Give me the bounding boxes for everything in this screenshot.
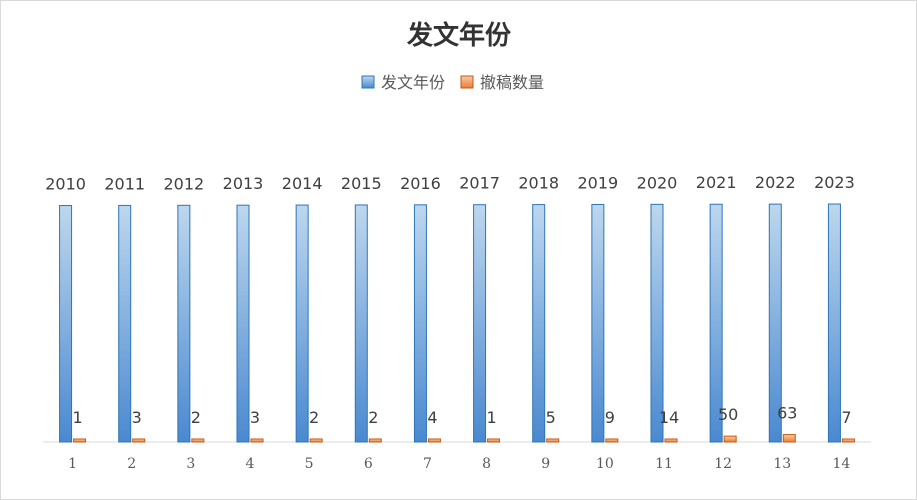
data-label-series-2-7: 4 <box>427 408 437 427</box>
bar-series-1-2 <box>118 204 132 443</box>
bar-series-2-11 <box>664 438 678 443</box>
x-tick-label-14: 14 <box>833 456 851 472</box>
data-label-series-1-10: 2019 <box>577 173 618 192</box>
data-label-series-1-5: 2014 <box>282 174 323 193</box>
bar-series-1-7 <box>413 204 427 443</box>
data-label-series-1-3: 2012 <box>163 174 204 193</box>
bar-series-1-12 <box>709 203 723 443</box>
bar-series-1-6 <box>354 204 368 443</box>
data-label-series-1-8: 2017 <box>459 174 500 193</box>
bar-series-1-14 <box>827 203 841 443</box>
legend-label-series-2: 撤稿数量 <box>480 73 544 92</box>
bar-series-1-3 <box>177 204 191 443</box>
x-tick-label-1: 1 <box>68 456 77 472</box>
legend: 发文年份 撤稿数量 <box>361 73 544 92</box>
x-tick-label-9: 9 <box>541 456 550 472</box>
data-label-series-2-9: 5 <box>546 408 556 427</box>
data-label-series-2-5: 2 <box>309 408 319 427</box>
bar-series-2-1 <box>73 438 87 443</box>
bar-series-2-12 <box>723 435 737 443</box>
bar-series-1-8 <box>473 204 487 443</box>
data-label-series-1-7: 2016 <box>400 174 441 193</box>
chart-title: 发文年份 <box>406 20 511 51</box>
data-label-series-1-13: 2022 <box>755 173 796 192</box>
legend-swatch-series-2 <box>460 75 474 89</box>
bar-series-2-7 <box>427 438 441 443</box>
data-label-series-1-1: 2010 <box>45 175 86 194</box>
data-label-series-2-10: 9 <box>605 408 615 427</box>
data-label-series-2-4: 3 <box>250 408 260 427</box>
chart-marks: 2010112011322012232013342014252015262016… <box>45 173 855 472</box>
bar-series-2-2 <box>132 438 146 443</box>
data-label-series-2-2: 3 <box>132 408 142 427</box>
data-label-series-2-14: 7 <box>841 408 851 427</box>
bar-series-2-8 <box>487 438 501 443</box>
bar-series-2-14 <box>841 438 855 443</box>
bar-series-1-1 <box>59 205 73 443</box>
data-label-series-2-13: 63 <box>777 404 797 423</box>
data-label-series-2-11: 14 <box>659 408 679 427</box>
bar-series-1-9 <box>532 204 546 443</box>
bar-series-1-10 <box>591 203 605 443</box>
data-label-series-2-3: 2 <box>191 408 201 427</box>
x-tick-label-7: 7 <box>423 456 432 472</box>
x-tick-label-4: 4 <box>246 456 255 472</box>
x-tick-label-10: 10 <box>596 456 614 472</box>
data-label-series-1-2: 2011 <box>104 174 145 193</box>
bar-series-1-4 <box>236 204 250 443</box>
data-label-series-1-11: 2020 <box>637 173 678 192</box>
x-tick-label-3: 3 <box>186 456 195 472</box>
legend-swatch-series-1 <box>361 75 375 89</box>
x-tick-label-11: 11 <box>655 456 673 472</box>
data-label-series-1-14: 2023 <box>814 173 855 192</box>
data-label-series-2-1: 1 <box>72 408 82 427</box>
bar-series-1-5 <box>295 204 309 443</box>
x-tick-label-5: 5 <box>305 456 314 472</box>
x-tick-label-6: 6 <box>364 456 373 472</box>
bar-series-2-13 <box>782 434 796 443</box>
x-tick-label-13: 13 <box>773 456 791 472</box>
data-label-series-2-8: 1 <box>486 408 496 427</box>
bar-series-2-6 <box>368 438 382 443</box>
bar-series-2-10 <box>605 438 619 443</box>
bar-series-2-4 <box>250 438 264 443</box>
data-label-series-2-6: 2 <box>368 408 378 427</box>
bar-series-2-5 <box>309 438 323 443</box>
data-label-series-1-4: 2013 <box>223 174 264 193</box>
bar-series-1-13 <box>768 203 782 443</box>
bar-series-1-11 <box>650 203 664 443</box>
legend-label-series-1: 发文年份 <box>381 73 445 92</box>
data-label-series-2-12: 50 <box>718 405 738 424</box>
data-label-series-1-9: 2018 <box>518 174 559 193</box>
x-tick-label-8: 8 <box>482 456 491 472</box>
x-tick-label-12: 12 <box>714 456 732 472</box>
bar-series-2-3 <box>191 438 205 443</box>
bar-series-2-9 <box>546 438 560 443</box>
data-label-series-1-6: 2015 <box>341 174 382 193</box>
data-label-series-1-12: 2021 <box>696 173 737 192</box>
x-tick-label-2: 2 <box>127 456 136 472</box>
